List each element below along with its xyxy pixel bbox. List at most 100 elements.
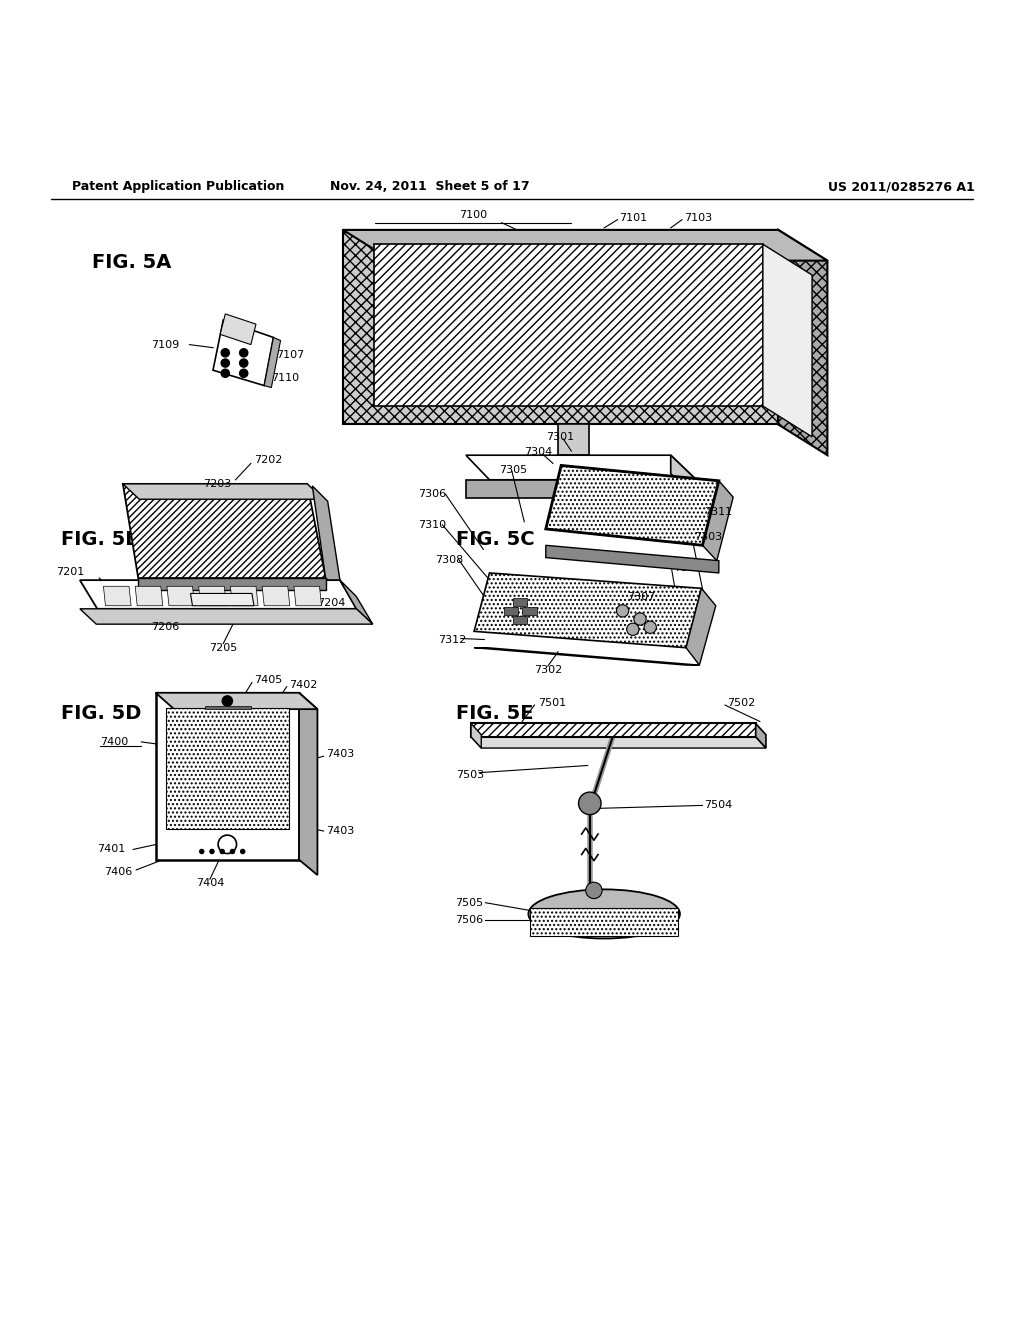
Text: 7105: 7105 (660, 486, 688, 496)
Text: 7404: 7404 (196, 878, 224, 888)
Circle shape (220, 850, 224, 854)
Polygon shape (190, 594, 254, 606)
Text: FIG. 5E: FIG. 5E (456, 704, 534, 723)
Bar (530, 908, 678, 936)
Text: 7100: 7100 (459, 210, 487, 219)
Text: 7309: 7309 (674, 562, 702, 573)
Circle shape (221, 370, 229, 378)
Text: 7403: 7403 (326, 750, 354, 759)
Polygon shape (474, 573, 701, 648)
Circle shape (218, 836, 237, 854)
Circle shape (627, 623, 639, 635)
Text: 7101: 7101 (620, 213, 647, 223)
Polygon shape (546, 466, 719, 545)
Polygon shape (504, 607, 518, 615)
Text: 7307: 7307 (627, 591, 655, 602)
Text: 7103: 7103 (684, 213, 712, 223)
Polygon shape (80, 609, 373, 624)
Text: 7206: 7206 (152, 622, 180, 632)
Text: 7306: 7306 (418, 490, 445, 499)
Text: 7503: 7503 (456, 770, 483, 780)
Bar (166, 708, 289, 829)
Polygon shape (123, 484, 326, 578)
Polygon shape (756, 723, 766, 748)
Text: 7109: 7109 (152, 339, 180, 350)
Circle shape (579, 792, 601, 814)
Polygon shape (471, 737, 766, 748)
Circle shape (240, 348, 248, 356)
Polygon shape (123, 484, 324, 499)
Text: 7501: 7501 (538, 698, 565, 708)
Polygon shape (205, 706, 251, 709)
Polygon shape (343, 230, 827, 260)
Bar (374, 244, 763, 407)
Text: 7203: 7203 (203, 479, 231, 488)
Text: 7301: 7301 (546, 432, 573, 442)
Polygon shape (103, 586, 131, 606)
Text: 7305: 7305 (499, 465, 526, 474)
Text: 7310: 7310 (418, 520, 445, 529)
Polygon shape (264, 338, 281, 388)
Polygon shape (199, 586, 226, 606)
Polygon shape (167, 586, 195, 606)
Text: 7506: 7506 (456, 915, 483, 925)
Text: 7204: 7204 (317, 598, 346, 607)
Polygon shape (262, 586, 290, 606)
Text: FIG. 5A: FIG. 5A (92, 253, 172, 272)
Polygon shape (294, 586, 322, 606)
Text: 7303: 7303 (694, 532, 722, 543)
Circle shape (240, 359, 248, 367)
Polygon shape (522, 607, 537, 615)
Polygon shape (702, 480, 733, 561)
Polygon shape (686, 589, 716, 665)
Text: 7403: 7403 (326, 826, 354, 836)
Text: Patent Application Publication: Patent Application Publication (72, 181, 284, 194)
Circle shape (230, 850, 234, 854)
Polygon shape (778, 230, 827, 455)
Circle shape (240, 370, 248, 378)
Text: 7304: 7304 (524, 447, 553, 457)
Text: 7502: 7502 (727, 698, 756, 708)
Circle shape (634, 612, 646, 626)
Text: 7504: 7504 (705, 800, 733, 810)
Polygon shape (513, 598, 527, 606)
Polygon shape (340, 579, 373, 624)
Text: Nov. 24, 2011  Sheet 5 of 17: Nov. 24, 2011 Sheet 5 of 17 (331, 181, 529, 194)
Circle shape (221, 359, 229, 367)
Polygon shape (343, 230, 778, 425)
Text: FIG. 5B: FIG. 5B (61, 529, 140, 549)
Text: 7107: 7107 (276, 350, 305, 360)
Polygon shape (138, 578, 326, 590)
Circle shape (222, 696, 232, 706)
Polygon shape (299, 693, 317, 875)
Text: 7308: 7308 (435, 554, 464, 565)
Polygon shape (230, 586, 258, 606)
Text: US 2011/0285276 A1: US 2011/0285276 A1 (827, 181, 975, 194)
Text: 7311: 7311 (705, 507, 732, 516)
Text: FIG. 5D: FIG. 5D (61, 704, 141, 723)
Polygon shape (471, 723, 756, 737)
Circle shape (241, 850, 245, 854)
Circle shape (586, 882, 602, 899)
Text: 7312: 7312 (438, 635, 467, 644)
Polygon shape (220, 314, 256, 345)
Polygon shape (156, 693, 299, 859)
Text: 7400: 7400 (100, 737, 129, 747)
Polygon shape (558, 425, 589, 455)
Text: 7405: 7405 (254, 676, 283, 685)
Text: 7406: 7406 (104, 867, 133, 876)
Circle shape (644, 622, 656, 634)
Circle shape (616, 605, 629, 616)
Polygon shape (466, 479, 671, 498)
Polygon shape (546, 545, 719, 573)
Text: 7201: 7201 (56, 566, 85, 577)
Circle shape (210, 850, 214, 854)
Text: 7202: 7202 (254, 455, 283, 466)
Polygon shape (471, 723, 481, 748)
Polygon shape (156, 693, 317, 709)
Polygon shape (763, 244, 812, 437)
Polygon shape (671, 455, 696, 498)
Circle shape (200, 850, 204, 854)
Text: 7505: 7505 (456, 898, 483, 908)
Polygon shape (474, 648, 699, 665)
